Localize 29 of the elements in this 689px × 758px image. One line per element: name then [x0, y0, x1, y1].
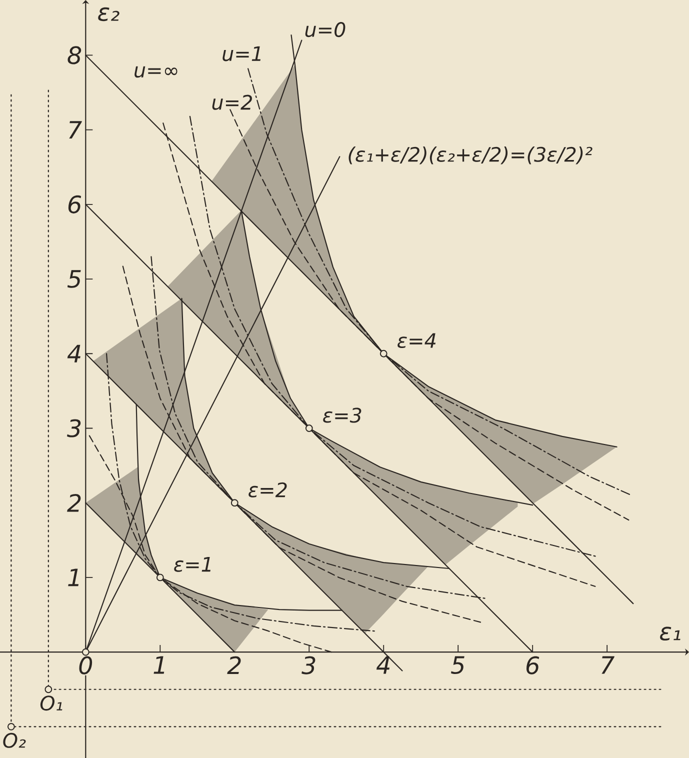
annotation: O₂	[3, 732, 26, 748]
annotation: u=1	[222, 46, 261, 62]
x-tick-label: 7	[602, 656, 614, 674]
y-tick-label: 8	[68, 46, 82, 64]
annotation: (ε₁+ε/2)(ε₂+ε/2)=(3ε/2)²	[348, 146, 592, 164]
x-tick-label: 0	[79, 656, 92, 674]
annotation: u=0	[305, 22, 346, 38]
x-tick-label: 6	[526, 656, 540, 674]
y-tick-label: 6	[68, 195, 82, 214]
y-axis-title: ε₂	[98, 7, 120, 22]
x-axis-title: ε₁	[660, 626, 680, 641]
x-tick-label: 3	[302, 656, 316, 674]
y-tick-label: 1	[68, 568, 79, 586]
x-tick-label: 4	[376, 656, 390, 674]
x-tick-label: 1	[154, 656, 164, 674]
annotation: ε=2	[248, 482, 287, 498]
annotation: ε=4	[398, 333, 436, 348]
annotation: u=∞	[134, 66, 178, 78]
y-tick-label: 7	[69, 121, 82, 139]
annotation: O₁	[40, 696, 62, 711]
annotation: ε=3	[323, 408, 362, 423]
y-tick-label: 2	[67, 494, 81, 512]
y-tick-label: 3	[66, 419, 81, 438]
x-tick-label: 5	[450, 656, 464, 674]
annotation: ε=1	[174, 557, 210, 572]
x-tick-label: 2	[227, 656, 241, 674]
y-tick-label: 5	[67, 270, 81, 288]
annotation: u=2	[212, 94, 252, 110]
y-tick-label: 4	[67, 344, 80, 362]
